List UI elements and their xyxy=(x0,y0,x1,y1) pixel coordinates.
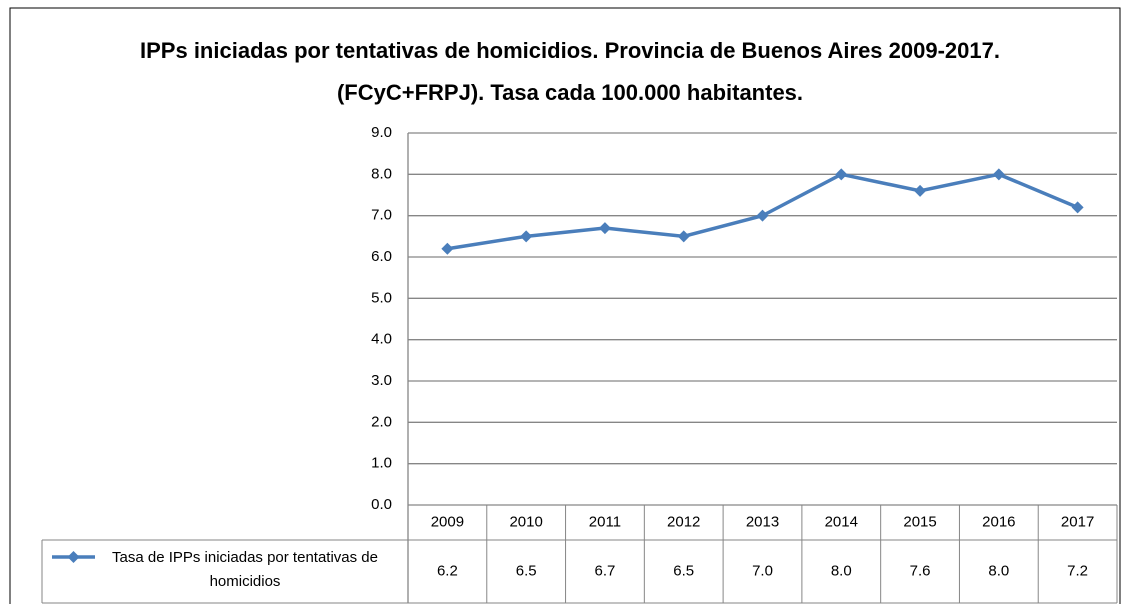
table-value: 7.2 xyxy=(1067,562,1088,579)
y-tick-label: 6.0 xyxy=(371,248,392,265)
table-value: 7.6 xyxy=(910,562,931,579)
x-tick-label: 2016 xyxy=(982,513,1015,530)
marker xyxy=(520,230,533,243)
x-tick-label: 2011 xyxy=(589,513,621,530)
table-value: 6.5 xyxy=(673,562,694,579)
y-tick-label: 7.0 xyxy=(371,207,392,224)
table-value: 6.7 xyxy=(595,562,616,579)
x-tick-label: 2014 xyxy=(825,513,858,530)
chart-border xyxy=(9,7,1121,604)
marker xyxy=(441,242,454,255)
marker xyxy=(835,168,848,181)
marker xyxy=(756,209,769,222)
x-tick-label: 2010 xyxy=(509,513,542,530)
y-tick-label: 8.0 xyxy=(371,165,392,182)
y-tick-label: 5.0 xyxy=(371,289,392,306)
y-tick-label: 9.0 xyxy=(371,124,392,141)
marker xyxy=(598,222,611,235)
table-value: 8.0 xyxy=(988,562,1009,579)
y-tick-label: 1.0 xyxy=(371,455,392,472)
table-value: 6.2 xyxy=(437,562,458,579)
x-tick-label: 2017 xyxy=(1061,513,1094,530)
y-tick-label: 0.0 xyxy=(371,496,392,513)
y-tick-label: 2.0 xyxy=(371,413,392,430)
x-tick-label: 2009 xyxy=(431,513,464,530)
marker xyxy=(1071,201,1084,214)
x-tick-label: 2015 xyxy=(903,513,936,530)
legend-label: Tasa de IPPs iniciadas por tentativas de… xyxy=(112,549,378,590)
x-tick-label: 2013 xyxy=(746,513,779,530)
marker xyxy=(914,184,927,197)
y-tick-label: 4.0 xyxy=(371,331,392,348)
y-tick-label: 3.0 xyxy=(371,372,392,389)
marker xyxy=(677,230,690,243)
table-value: 6.5 xyxy=(516,562,537,579)
table-value: 8.0 xyxy=(831,562,852,579)
table-value: 7.0 xyxy=(752,562,773,579)
marker xyxy=(992,168,1005,181)
x-tick-label: 2012 xyxy=(667,513,700,530)
chart-title: IPPs iniciadas por tentativas de homicid… xyxy=(140,38,1000,105)
legend-marker xyxy=(67,551,80,563)
